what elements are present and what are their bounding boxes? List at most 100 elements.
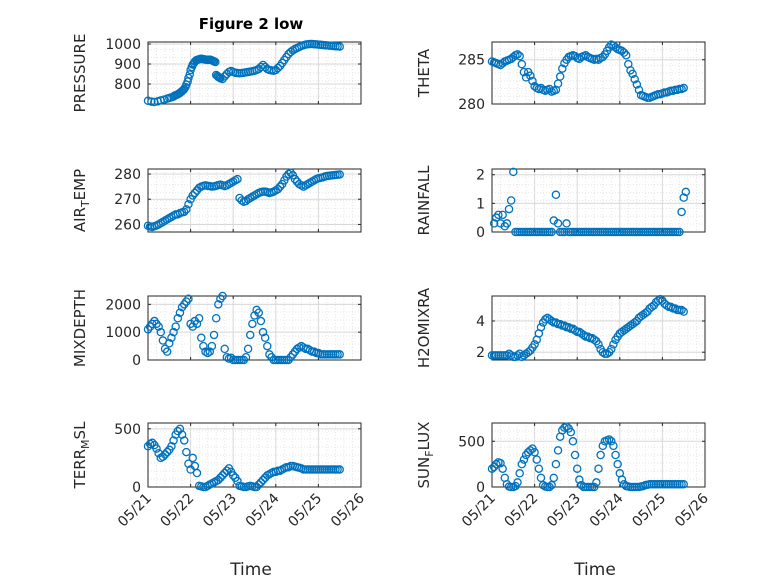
data-point xyxy=(656,294,665,304)
data-point xyxy=(489,219,499,228)
data-point xyxy=(619,48,629,57)
y-tick-label: 0 xyxy=(132,353,141,369)
data-point xyxy=(192,468,202,478)
data-point xyxy=(594,340,603,349)
data-point xyxy=(630,74,639,84)
y-axis-label-5: MIXDEPTH xyxy=(71,289,89,367)
data-point xyxy=(190,188,200,198)
data-point xyxy=(513,478,522,487)
data-point xyxy=(498,59,507,68)
data-point xyxy=(598,347,608,357)
data-point xyxy=(154,322,163,331)
data-point xyxy=(679,307,688,316)
data-point xyxy=(677,305,686,315)
data-point xyxy=(487,464,497,473)
y-axis-label-4: RAINFALL xyxy=(415,165,433,236)
data-point xyxy=(589,335,599,344)
data-point xyxy=(179,436,189,445)
data-point xyxy=(607,437,616,446)
data-point xyxy=(570,51,580,61)
data-point xyxy=(613,459,622,469)
y-axis-label-8: SUNFLUX xyxy=(415,422,436,489)
data-point xyxy=(256,316,266,326)
data-point xyxy=(558,64,567,73)
data-point xyxy=(553,446,563,455)
data-point xyxy=(604,435,614,444)
data-point xyxy=(243,344,253,354)
y-tick-label: 2 xyxy=(476,345,485,361)
data-point xyxy=(496,219,505,228)
x-axis-label-left: Time xyxy=(229,560,272,580)
data-point xyxy=(506,351,516,360)
data-point xyxy=(184,200,193,209)
subplot-1: 800 900 1000 PRESSURE xyxy=(71,34,362,113)
data-point xyxy=(621,51,631,60)
data-point xyxy=(560,227,569,237)
data-point xyxy=(604,43,614,52)
data-point xyxy=(169,327,178,337)
data-point xyxy=(258,327,268,337)
y-tick-label: 1000 xyxy=(105,37,141,53)
data-point xyxy=(602,349,612,359)
data-point xyxy=(611,450,620,460)
data-point xyxy=(594,464,603,473)
data-point xyxy=(609,340,618,349)
data-point xyxy=(175,424,185,434)
data-point xyxy=(205,347,215,356)
data-point xyxy=(562,422,571,431)
y-tick-label: 800 xyxy=(114,77,141,93)
data-point xyxy=(188,191,197,200)
data-point xyxy=(152,444,161,453)
data-point xyxy=(502,219,512,228)
data-point xyxy=(549,473,559,483)
data-point xyxy=(290,174,300,184)
y-tick-label: 0 xyxy=(476,225,485,241)
data-point xyxy=(647,302,657,312)
data-point xyxy=(220,344,229,354)
data-point xyxy=(245,330,255,340)
y-tick-label: 280 xyxy=(458,97,485,113)
data-point xyxy=(156,327,166,337)
data-point xyxy=(254,480,264,489)
data-point xyxy=(504,204,514,214)
data-point xyxy=(162,347,172,356)
y-tick-label: 0 xyxy=(132,480,141,496)
data-point xyxy=(598,441,608,451)
data-point xyxy=(517,59,527,69)
data-point xyxy=(630,318,639,327)
data-point xyxy=(575,475,584,484)
data-point xyxy=(273,184,283,194)
data-point xyxy=(160,450,170,459)
data-point xyxy=(545,482,554,492)
y-tick-label: 270 xyxy=(114,192,141,208)
data-point xyxy=(220,468,229,478)
data-point xyxy=(182,205,191,214)
data-point xyxy=(498,464,507,473)
x-axis-label-right: Time xyxy=(573,560,616,580)
data-point xyxy=(199,341,208,351)
data-point xyxy=(566,427,576,437)
data-point xyxy=(275,182,285,191)
axes-box xyxy=(147,295,362,361)
data-point xyxy=(167,442,176,451)
data-point xyxy=(335,465,344,474)
y-tick-label: 2000 xyxy=(105,297,141,313)
data-point xyxy=(273,63,283,73)
data-point xyxy=(148,438,157,448)
data-point xyxy=(177,430,187,439)
y-tick-label: 0 xyxy=(476,480,485,496)
data-point xyxy=(596,450,605,460)
data-point xyxy=(513,351,522,360)
y-tick-label: 260 xyxy=(114,217,141,233)
data-point xyxy=(536,473,546,483)
data-point xyxy=(547,227,556,237)
data-point xyxy=(188,453,197,463)
y-axis-label-1: PRESSURE xyxy=(71,34,89,113)
data-point xyxy=(641,308,650,318)
data-point xyxy=(519,455,529,464)
data-point xyxy=(185,70,194,79)
data-point xyxy=(492,459,501,469)
data-point xyxy=(675,227,684,237)
axes-box xyxy=(147,41,362,105)
